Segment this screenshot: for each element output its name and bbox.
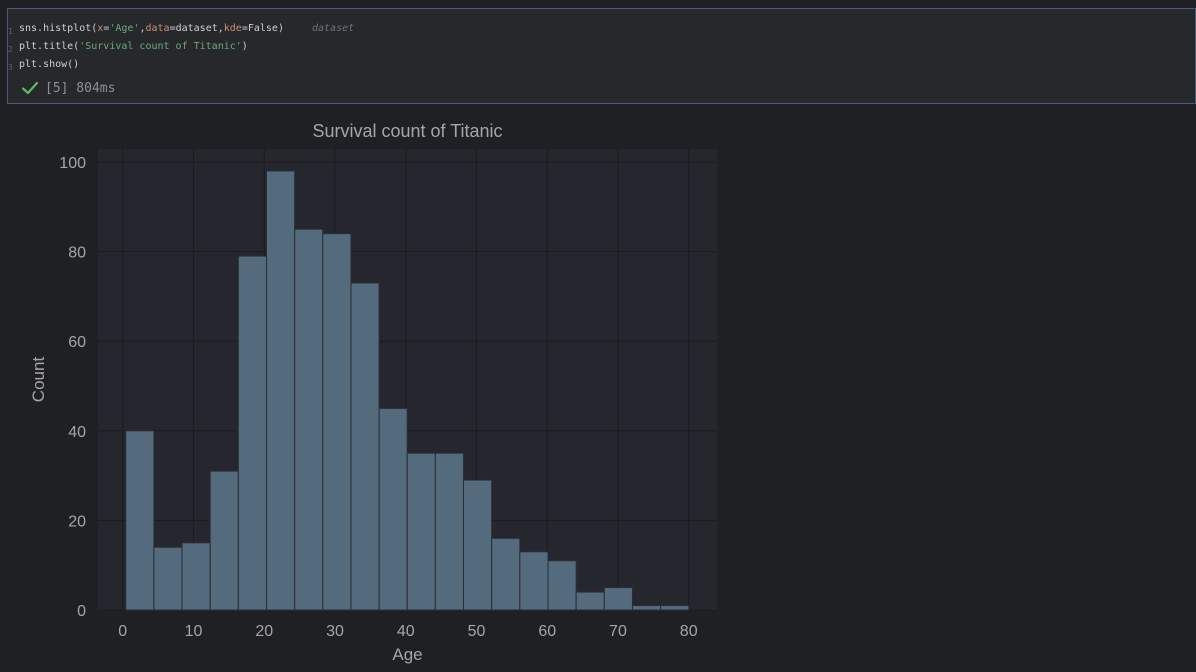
x-tick-label: 70 [609, 623, 627, 640]
histogram-bar [125, 430, 155, 611]
histogram-chart: 0 10 20 30 40 50 60 70 80 0 20 40 60 80 100 Survival co… [29, 121, 717, 664]
histogram-bar [266, 170, 296, 611]
histogram-bar [519, 551, 549, 611]
histogram-bar [237, 255, 268, 611]
code-token: kde [223, 23, 242, 34]
code-token: 'Survival count of Titanic' [79, 41, 242, 52]
x-tick-label: 0 [118, 623, 127, 640]
code-token: ) [241, 41, 248, 52]
code-token: sns.histplot( [19, 23, 98, 34]
histogram-bar [463, 479, 493, 611]
code-editor[interactable]: sns.histplot(x='Age',data=dataset,kde=Fa… [19, 20, 354, 74]
code-token: = [103, 23, 110, 34]
line-number-gutter: 1 2 3 [8, 23, 16, 77]
y-tick-label: 80 [68, 245, 86, 262]
histogram-bar [575, 591, 605, 611]
code-token: plt.title( [19, 41, 80, 52]
y-tick-label: 40 [68, 424, 86, 441]
histogram-bar [294, 228, 324, 611]
x-tick-label: 40 [397, 623, 415, 640]
code-line[interactable]: plt.show() [19, 56, 354, 74]
x-tick-label: 10 [185, 623, 203, 640]
code-token: =dataset, [169, 23, 224, 34]
y-axis-label: Count [29, 357, 48, 403]
histogram-bar [350, 282, 380, 611]
code-token: =False) [241, 23, 284, 34]
execution-status-text: [5] 804ms [45, 80, 116, 96]
code-token: x [97, 23, 104, 34]
check-icon [21, 81, 39, 95]
histogram-bar [378, 407, 408, 611]
y-tick-label: 20 [68, 513, 86, 530]
histogram-bar [603, 587, 633, 611]
histogram-bar [660, 605, 690, 611]
x-tick-label: 50 [468, 623, 486, 640]
histogram-bar [153, 546, 183, 611]
histogram-bar [631, 605, 662, 611]
x-axis-label: Age [392, 645, 422, 664]
line-number: 3 [8, 63, 13, 72]
histogram-bar [209, 470, 239, 611]
code-token: , [139, 23, 146, 34]
line-number: 2 [8, 45, 13, 54]
y-tick-label: 0 [77, 603, 86, 620]
y-tick-label: 60 [68, 334, 86, 351]
code-token: 'Age' [109, 23, 140, 34]
inline-variable-hint: dataset [311, 23, 355, 34]
code-token: plt.show() [19, 59, 80, 70]
histogram-bar [181, 542, 211, 611]
line-number: 1 [8, 27, 13, 36]
code-line[interactable]: sns.histplot(x='Age',data=dataset,kde=Fa… [19, 20, 354, 38]
x-tick-label: 20 [255, 623, 273, 640]
y-tick-label: 100 [59, 155, 86, 172]
cell-output: 0 10 20 30 40 50 60 70 80 0 20 40 60 80 100 Survival co… [0, 108, 740, 672]
histogram-bar [491, 537, 521, 611]
chart-title: Survival count of Titanic [312, 121, 502, 141]
x-tick-label: 60 [538, 623, 556, 640]
histogram-bar [322, 233, 352, 611]
code-token: data [145, 23, 170, 34]
code-line[interactable]: plt.title('Survival count of Titanic') [19, 38, 354, 56]
histogram-bar [434, 452, 465, 611]
x-tick-label: 30 [326, 623, 344, 640]
histogram-bar [406, 452, 436, 611]
code-cell[interactable]: 1 2 3 sns.histplot(x='Age',data=dataset,kd… [7, 8, 1196, 104]
histogram-bar [547, 560, 577, 611]
execution-status: [5] 804ms [21, 79, 115, 97]
x-tick-label: 80 [680, 623, 698, 640]
